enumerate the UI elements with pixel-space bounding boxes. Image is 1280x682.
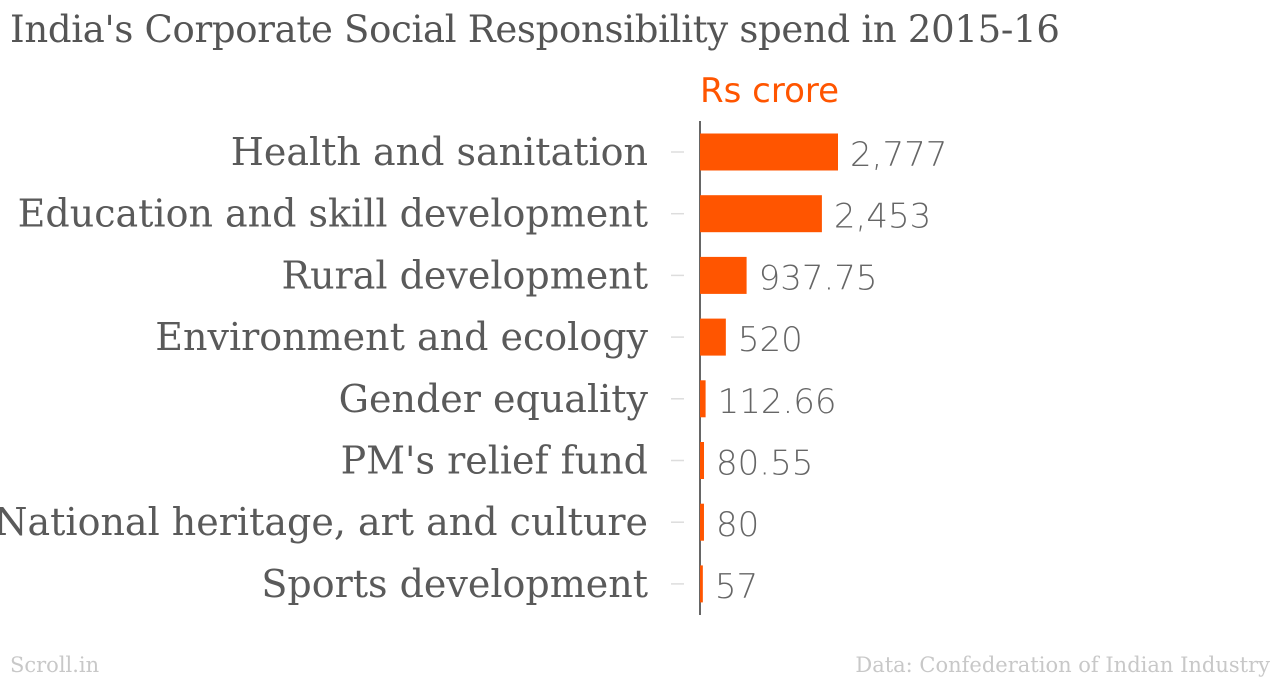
bar [700,503,704,541]
bar [700,195,822,233]
bar [700,565,703,603]
category-label: Sports development [261,562,648,606]
category-label: Rural development [281,253,648,297]
bar [700,318,726,356]
category-label: Health and sanitation [231,130,648,174]
category-label: Environment and ecology [155,315,648,359]
bar [700,380,706,418]
value-label: 2,453 [834,197,931,237]
value-label: 80 [716,505,759,545]
bars-group: Health and sanitation 2,777 Education and … [0,130,947,607]
unit-label: Rs crore [700,71,839,111]
category-label: Gender equality [339,377,649,421]
bar [700,256,747,294]
bar-chart: Rs crore Health and sanitation 2,777 Educa… [0,71,947,615]
bar [700,133,838,171]
value-label: 520 [738,320,803,360]
data-source: Data: Confederation of Indian Industry [855,653,1270,677]
value-label: 57 [715,567,758,607]
value-label: 112.66 [718,382,837,422]
value-label: 2,777 [850,135,947,175]
value-label: 937.75 [759,258,878,298]
source-credit: Scroll.in [10,653,100,677]
bar [700,442,705,479]
category-label: PM's relief fund [341,439,648,483]
category-label: National heritage, art and culture [0,500,648,544]
value-label: 80.55 [716,444,813,484]
category-label: Education and skill development [18,192,648,236]
chart-title: India's Corporate Social Responsibility … [10,8,1060,51]
